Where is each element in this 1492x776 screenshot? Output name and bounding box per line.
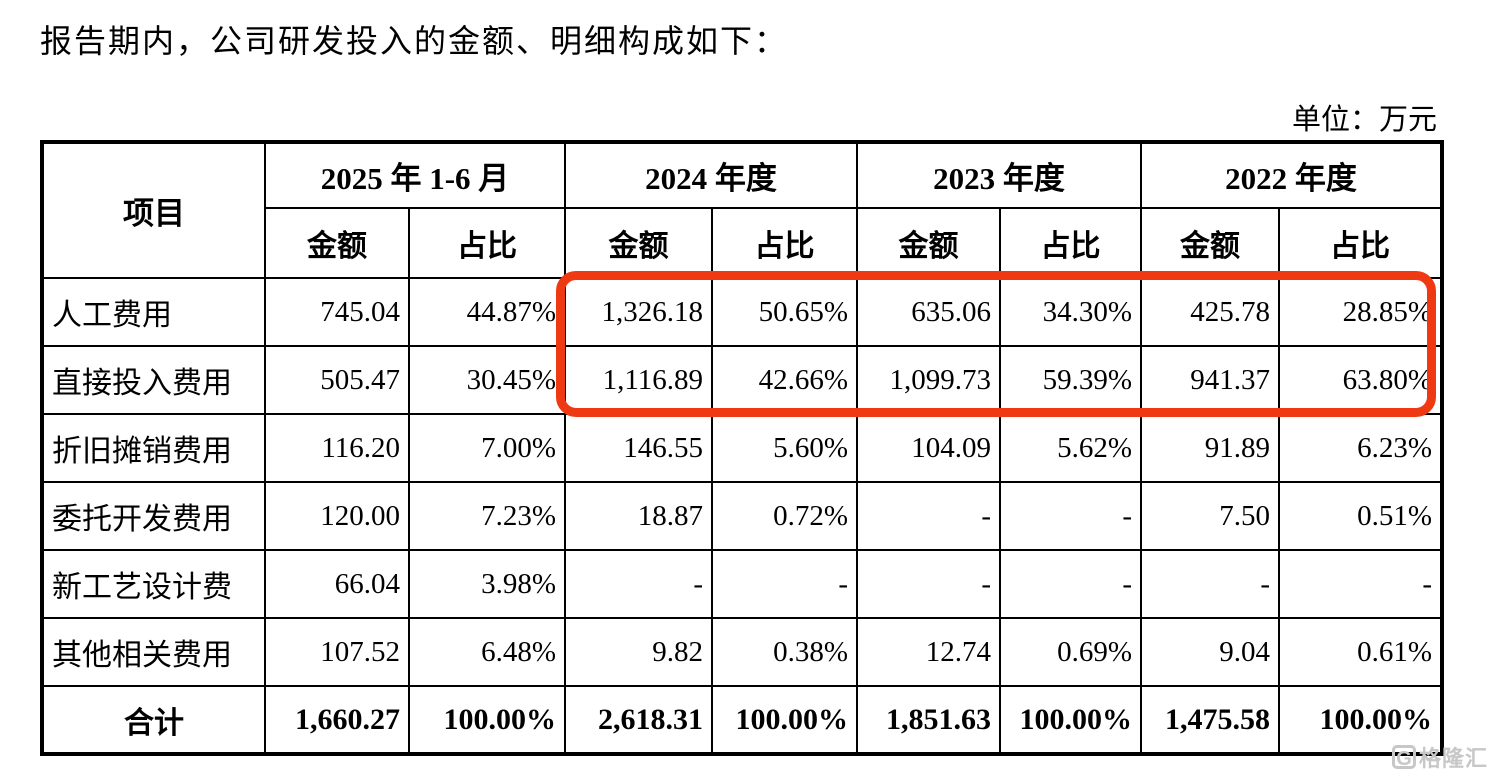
table-cell: 7.23% bbox=[407, 481, 567, 551]
table-row: 折旧摊销费用 116.20 7.00% 146.55 5.60% 104.09 … bbox=[40, 413, 1445, 483]
table-total-row: 合计 1,660.27 100.00% 2,618.31 100.00% 1,8… bbox=[40, 685, 1445, 756]
table-row: 人工费用 745.04 44.87% 1,326.18 50.65% 635.0… bbox=[40, 277, 1445, 347]
row-label: 其他相关费用 bbox=[40, 617, 266, 687]
table-cell: 44.87% bbox=[407, 277, 567, 347]
table-cell: 120.00 bbox=[264, 481, 410, 551]
table-cell: 7.00% bbox=[407, 413, 567, 483]
table-cell: 100.00% bbox=[407, 685, 567, 756]
table-cell: 34.30% bbox=[999, 277, 1143, 347]
table-cell: 0.51% bbox=[1278, 481, 1445, 551]
table-cell: - bbox=[564, 549, 714, 619]
table-cell: 5.60% bbox=[711, 413, 859, 483]
gelonghui-watermark-text: 格隆汇 bbox=[1418, 746, 1488, 771]
table-cell: 941.37 bbox=[1140, 345, 1281, 415]
row-label: 委托开发费用 bbox=[40, 481, 266, 551]
table-cell: 505.47 bbox=[264, 345, 410, 415]
column-header-ratio: 占比 bbox=[999, 207, 1143, 279]
table-cell: 146.55 bbox=[564, 413, 714, 483]
table-cell: 18.87 bbox=[564, 481, 714, 551]
table-cell: 63.80% bbox=[1278, 345, 1445, 415]
table-cell: 12.74 bbox=[856, 617, 1002, 687]
table-row: 其他相关费用 107.52 6.48% 9.82 0.38% 12.74 0.6… bbox=[40, 617, 1445, 687]
table-cell: 6.23% bbox=[1278, 413, 1445, 483]
table-cell: 9.04 bbox=[1140, 617, 1281, 687]
column-header-amount: 金额 bbox=[856, 207, 1002, 279]
column-header-period-2024: 2024 年度 bbox=[564, 140, 859, 209]
table-cell: 50.65% bbox=[711, 277, 859, 347]
column-header-amount: 金额 bbox=[264, 207, 410, 279]
row-label: 人工费用 bbox=[40, 277, 266, 347]
table-cell: 0.61% bbox=[1278, 617, 1445, 687]
table-cell: 1,099.73 bbox=[856, 345, 1002, 415]
table-cell: 107.52 bbox=[264, 617, 410, 687]
table-cell: - bbox=[1278, 549, 1445, 619]
table-cell: 100.00% bbox=[1278, 685, 1445, 756]
row-label: 折旧摊销费用 bbox=[40, 413, 266, 483]
column-header-period-2022: 2022 年度 bbox=[1140, 140, 1445, 209]
table-row: 直接投入费用 505.47 30.45% 1,116.89 42.66% 1,0… bbox=[40, 345, 1445, 415]
table-cell: 104.09 bbox=[856, 413, 1002, 483]
row-label: 新工艺设计费 bbox=[40, 549, 266, 619]
table-cell: 59.39% bbox=[999, 345, 1143, 415]
table-cell: - bbox=[999, 549, 1143, 619]
total-row-label: 合计 bbox=[40, 685, 266, 756]
table-cell: 66.04 bbox=[264, 549, 410, 619]
column-header-period-2025: 2025 年 1-6 月 bbox=[263, 140, 567, 209]
gelonghui-watermark: G 格隆汇 bbox=[1391, 741, 1488, 773]
table-row: 委托开发费用 120.00 7.23% 18.87 0.72% - - 7.50… bbox=[40, 481, 1445, 551]
table-cell: 5.62% bbox=[999, 413, 1143, 483]
table-cell: 1,660.27 bbox=[264, 685, 410, 756]
rd-expense-table: 项目 2025 年 1-6 月 2024 年度 2023 年度 2022 年度 … bbox=[40, 140, 1445, 756]
table-cell: 1,326.18 bbox=[564, 277, 714, 347]
table-cell: - bbox=[999, 481, 1143, 551]
table-cell: 0.38% bbox=[711, 617, 859, 687]
table-cell: 0.69% bbox=[999, 617, 1143, 687]
table-cell: 635.06 bbox=[856, 277, 1002, 347]
header-row-periods: 项目 2025 年 1-6 月 2024 年度 2023 年度 2022 年度 bbox=[40, 140, 1445, 279]
table-cell: 28.85% bbox=[1278, 277, 1445, 347]
page-title: 报告期内，公司研发投入的金额、明细构成如下： bbox=[40, 23, 789, 59]
column-header-item: 项目 bbox=[40, 140, 266, 279]
table-cell: 0.72% bbox=[711, 481, 859, 551]
table-cell: - bbox=[856, 549, 1002, 619]
table-cell: 91.89 bbox=[1140, 413, 1281, 483]
table-cell: 42.66% bbox=[711, 345, 859, 415]
table-cell: 1,475.58 bbox=[1140, 685, 1281, 756]
column-header-amount: 金额 bbox=[1140, 207, 1281, 279]
table-cell: 6.48% bbox=[407, 617, 567, 687]
unit-label: 单位：万元 bbox=[1291, 104, 1437, 136]
table-cell: - bbox=[856, 481, 1002, 551]
table-cell: 1,851.63 bbox=[856, 685, 1002, 756]
table-cell: 3.98% bbox=[407, 549, 567, 619]
table-row: 新工艺设计费 66.04 3.98% - - - - - - bbox=[40, 549, 1445, 619]
table-cell: 1,116.89 bbox=[564, 345, 714, 415]
table-cell: 745.04 bbox=[264, 277, 410, 347]
table-cell: 9.82 bbox=[564, 617, 714, 687]
table-cell: 116.20 bbox=[264, 413, 410, 483]
table-cell: - bbox=[711, 549, 859, 619]
row-label: 直接投入费用 bbox=[40, 345, 266, 415]
column-header-period-2023: 2023 年度 bbox=[856, 140, 1143, 209]
column-header-ratio: 占比 bbox=[1278, 207, 1445, 279]
gelonghui-logo-icon: G bbox=[1391, 745, 1416, 770]
table-cell: 2,618.31 bbox=[564, 685, 714, 756]
table-cell: 30.45% bbox=[407, 345, 567, 415]
table-cell: 100.00% bbox=[999, 685, 1143, 756]
column-header-ratio: 占比 bbox=[711, 207, 859, 279]
table-cell: 425.78 bbox=[1140, 277, 1281, 347]
column-header-ratio: 占比 bbox=[407, 207, 567, 279]
table-cell: 7.50 bbox=[1140, 481, 1281, 551]
column-header-amount: 金额 bbox=[564, 207, 714, 279]
table-cell: 100.00% bbox=[711, 685, 859, 756]
table-cell: - bbox=[1140, 549, 1281, 619]
